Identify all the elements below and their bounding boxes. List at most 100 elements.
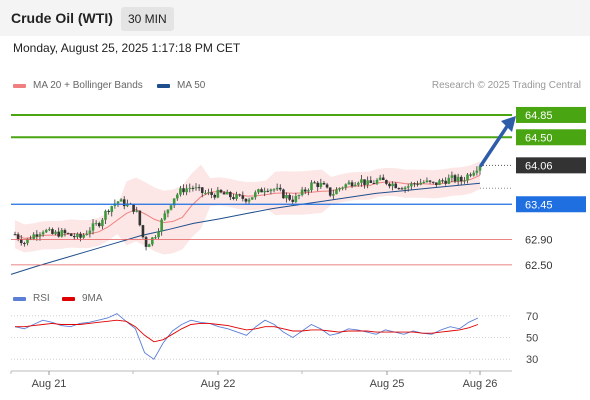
candle-body [182,188,185,193]
rsi-tick-30: 30 [526,354,538,366]
candle-body [144,237,148,247]
candle-body [282,189,285,199]
candle-body [91,223,95,231]
current-price-tag [516,157,586,174]
candle-body [66,233,70,235]
candle-body [431,181,435,183]
candle-body [478,165,482,171]
candle-body [263,190,266,193]
legend-ma50: MA 50 [157,80,205,91]
target-arrow-head [501,115,516,132]
candle-body [444,180,447,184]
candle-body [463,180,466,182]
candle-body [110,206,114,212]
candle-body [147,244,151,247]
candle-body [154,237,157,239]
timestamp: Monday, August 25, 2025 1:17:18 PM CET [13,41,241,55]
candle-body [23,243,26,245]
x-tick-label: Aug 21 [32,378,67,390]
candle-body [219,189,223,193]
candle-body [278,187,282,190]
candle-body [138,210,142,226]
candle-body [300,189,304,196]
legend-ma50-label: MA 50 [177,80,206,91]
rsi-tick-70: 70 [526,311,538,323]
candle-body [272,189,276,191]
candle-body [360,179,363,183]
legend-ma50-swatch [157,83,170,88]
candle-body [200,187,204,193]
candle-body [419,182,423,185]
candle-body [338,188,341,190]
candle-body [85,233,89,236]
candle-body [403,187,407,190]
candle-body [441,180,444,182]
candle-body [101,219,104,227]
legend-rsi-ma-label: 9MA [82,293,103,304]
candle-body [363,179,366,185]
candle-body [388,183,391,187]
instrument-title: Crude Oil (WTI) [11,10,113,26]
candle-body [378,177,382,180]
candle-body [438,180,441,185]
target-arrow-shaft [479,123,510,168]
rsi-line [14,313,479,360]
candle-body [472,172,476,176]
candle-body [166,209,170,214]
candle-body [310,182,313,191]
candle-body [391,183,394,187]
candle-body [341,187,344,189]
level-label-62.90: 62.90 [525,234,553,246]
rsi-panel: 70 50 30 [11,311,538,366]
legend-rsi-ma-swatch [62,296,75,301]
source-credit: Research © 2025 Trading Central [431,80,581,91]
legend-rsi-ma: 9MA [62,293,103,304]
legend-ma20: MA 20 + Bollinger Bands [13,80,143,91]
price-panel: 64.85 64.50 63.45 62.90 62.50 64.06 [10,106,586,275]
candle-body [107,210,110,212]
candle-body [381,177,385,181]
x-tick-label: Aug 22 [201,378,236,390]
candle-body [72,235,76,238]
candle-body [69,233,73,236]
legend-rsi: RSI [13,293,50,304]
candle-body [244,198,248,202]
candle-body [400,188,404,190]
candle-body [428,180,432,182]
candle-body [35,234,39,237]
candle-body [119,199,123,202]
legend-rsi-label: RSI [33,293,50,304]
candle-body [216,189,220,198]
level-label-62.50: 62.50 [525,260,553,272]
candle-body [222,192,226,195]
candle-body [247,199,251,202]
legend-ma20-swatch [13,83,26,88]
level-tag-63.45 [516,196,586,213]
candle-body [319,182,323,188]
candle-body [160,219,163,232]
candle-body [210,192,213,195]
candle-body [141,225,145,238]
candle-body [188,187,192,189]
candle-body [254,192,257,198]
candle-body [257,189,260,193]
candle-body [191,187,195,189]
timeframe-button[interactable]: 30 MIN [121,7,174,31]
candle-body [260,189,263,193]
candle-body [26,238,29,244]
candle-body [82,235,85,238]
candle-body [410,183,413,187]
candle-body [466,174,469,181]
candle-body [366,180,369,185]
level-label-64.50: 64.50 [525,132,553,144]
candle-body [229,191,232,198]
candle-body [294,196,298,202]
candle-body [54,231,57,234]
candle-body [60,230,64,237]
candle-body [413,183,416,185]
candle-body [285,194,288,199]
candle-body [425,180,429,183]
candle-body [41,232,45,235]
candle-body [385,180,388,184]
